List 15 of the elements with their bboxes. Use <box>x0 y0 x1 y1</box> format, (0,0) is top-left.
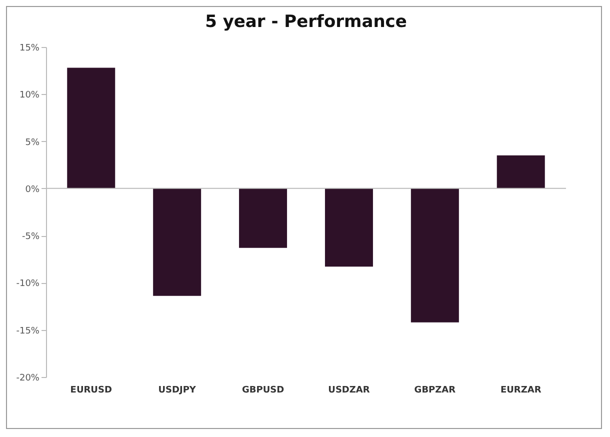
y-tick-label: -5% <box>22 232 40 242</box>
y-tick-label: 0% <box>25 184 40 195</box>
x-tick-label: EURZAR <box>500 386 542 396</box>
y-tick-label: -20% <box>16 374 40 384</box>
x-tick-label: GBPUSD <box>242 386 284 396</box>
y-tick-label: 5% <box>25 138 40 148</box>
x-tick-label: USDZAR <box>328 386 370 396</box>
y-tick-label: -15% <box>16 326 40 336</box>
x-tick-label: EURUSD <box>70 386 112 396</box>
x-tick-label: USDJPY <box>158 386 196 396</box>
x-tick-label: GBPZAR <box>414 386 456 396</box>
chart-title: 5 year - Performance <box>205 12 407 32</box>
y-tick-label: -10% <box>16 279 40 290</box>
y-tick-label: 10% <box>19 90 40 101</box>
y-tick-label: 15% <box>19 44 40 54</box>
